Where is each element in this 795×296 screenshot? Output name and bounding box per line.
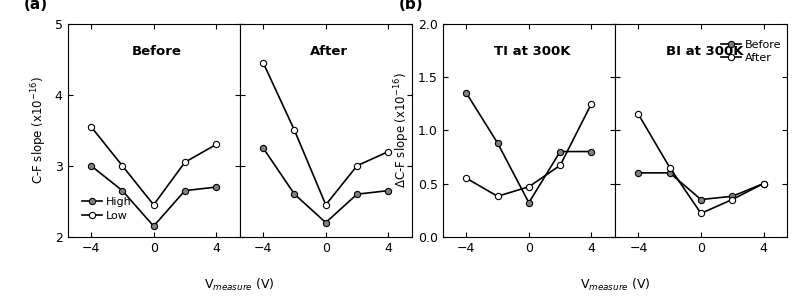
Before	[665, 171, 674, 175]
Text: TI at 300K: TI at 300K	[494, 45, 571, 58]
High	[87, 164, 96, 168]
Y-axis label: ΔC-F slope (x10$^{-16}$): ΔC-F slope (x10$^{-16}$)	[393, 72, 413, 188]
Legend: Before, After: Before, After	[720, 40, 781, 63]
Before	[696, 198, 706, 201]
Line: After: After	[635, 111, 766, 216]
Low	[87, 125, 96, 128]
Line: Low: Low	[88, 123, 219, 208]
Line: High: High	[88, 163, 219, 229]
Before	[758, 182, 768, 185]
After	[696, 212, 706, 215]
Before	[634, 171, 643, 175]
Low	[211, 143, 221, 146]
Before	[727, 194, 737, 198]
Text: After: After	[310, 45, 348, 58]
Text: (a): (a)	[24, 0, 48, 12]
High	[211, 185, 221, 189]
Text: Before: Before	[132, 45, 182, 58]
High	[180, 189, 190, 192]
Text: V$_{measure}$ (V): V$_{measure}$ (V)	[580, 277, 650, 293]
Low	[118, 164, 127, 168]
High	[118, 189, 127, 192]
Text: BI at 300K: BI at 300K	[665, 45, 743, 58]
After	[727, 198, 737, 201]
After	[758, 182, 768, 185]
After	[634, 112, 643, 116]
High	[149, 224, 158, 228]
Low	[180, 160, 190, 164]
Y-axis label: C-F slope (x10$^{-16}$): C-F slope (x10$^{-16}$)	[29, 76, 49, 184]
Text: V$_{measure}$ (V): V$_{measure}$ (V)	[204, 277, 275, 293]
Text: (b): (b)	[399, 0, 424, 12]
Line: Before: Before	[635, 170, 766, 203]
Legend: High, Low: High, Low	[82, 197, 132, 221]
Low	[149, 203, 158, 207]
After	[665, 166, 674, 169]
